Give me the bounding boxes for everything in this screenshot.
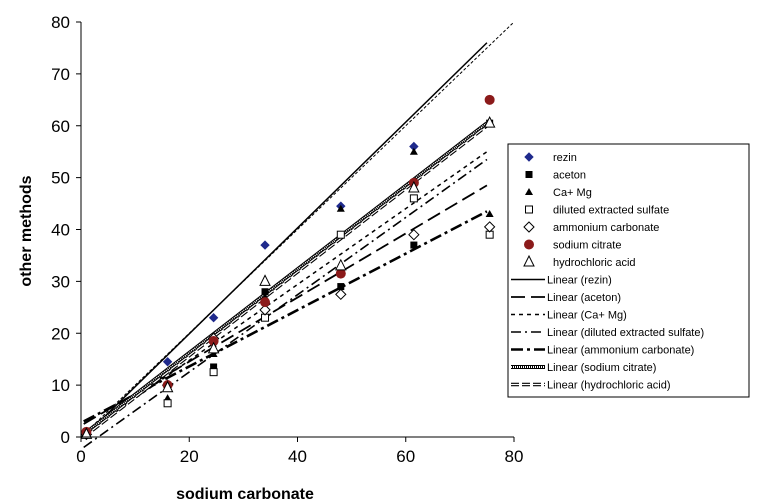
y-tick-label: 70	[51, 65, 70, 84]
point-hydrochloric-acid	[483, 116, 496, 128]
point-ammonium-carbonate	[483, 221, 496, 233]
legend-label-linear-rezin: Linear (rezin)	[547, 275, 612, 287]
legend-label-linear-hydrochloric-acid: Linear (hydrochloric acid)	[547, 380, 671, 392]
point-aceton	[337, 283, 345, 291]
legend-label-diluted-extracted-sulfate: diluted extracted sulfate	[553, 205, 669, 217]
point-hydrochloric-acid	[161, 380, 174, 393]
legend-label-linear-aceton: Linear (aceton)	[547, 292, 621, 304]
point-diluted-extracted-sulfate	[336, 230, 345, 239]
point-hydrochloric-acid	[207, 341, 220, 354]
y-tick-label: 80	[51, 13, 70, 32]
point-ammonium-carbonate	[408, 228, 420, 241]
x-tick-label: 20	[180, 447, 199, 466]
y-tick-label: 20	[51, 324, 70, 343]
point-aceton	[261, 288, 269, 296]
legend-label-linear-ammonium-carbonate: Linear (ammonium carbonate)	[547, 345, 694, 357]
y-tick-label: 40	[51, 221, 70, 240]
legend-label-rezin: rezin	[553, 152, 577, 164]
point-rezin	[162, 357, 173, 367]
trendline-linear-rezin	[83, 42, 488, 438]
legend-marker-ca-mg	[525, 188, 533, 195]
point-hydrochloric-acid	[80, 427, 93, 439]
legend-marker-diluted-extracted-sulfate	[525, 205, 533, 214]
point-ca-mg	[409, 147, 418, 155]
legend-label-aceton: aceton	[553, 170, 586, 182]
reference-line-layer	[80, 21, 515, 438]
point-ammonium-carbonate	[259, 304, 271, 316]
reference-line	[80, 21, 515, 438]
point-aceton	[210, 363, 218, 371]
tick-labels: 0 20 40 60 80 0 10 20 30 40 50 60 70 80	[51, 13, 523, 466]
point-rezin	[208, 312, 219, 323]
legend-label-ammonium-carbonate: ammonium carbonate	[553, 222, 659, 234]
legend-box	[507, 143, 750, 398]
y-tick-label: 10	[51, 376, 70, 395]
legend-marker-sodium-citrate	[524, 239, 534, 250]
trendline-linear-sodium-citrate-inner	[83, 122, 488, 436]
point-hydrochloric-acid	[334, 258, 347, 271]
y-tick-label: 60	[51, 117, 70, 136]
point-ca-mg	[209, 350, 218, 357]
point-hydrochloric-acid	[259, 274, 271, 286]
trendline-linear-hydrochloric-acid-inner	[83, 125, 488, 438]
trendline-linear-diluted-extracted-sulfate	[83, 158, 488, 449]
point-sodium-citrate	[260, 297, 271, 308]
point-diluted-extracted-sulfate	[209, 368, 218, 377]
legend-label-sodium-citrate: sodium citrate	[553, 240, 621, 252]
x-axis-title: sodium carbonate	[176, 486, 314, 503]
legend-label-ca-mg: Ca+ Mg	[553, 187, 592, 199]
axes	[76, 21, 515, 442]
point-ammonium-carbonate	[335, 288, 347, 301]
x-tick-label: 0	[76, 447, 85, 466]
legend-marker-hydrochloric-acid	[523, 254, 535, 267]
point-aceton	[410, 241, 418, 249]
point-hydrochloric-acid	[408, 180, 420, 193]
x-tick-label: 40	[288, 447, 307, 466]
point-ca-mg	[336, 204, 345, 212]
point-ca-mg	[485, 209, 494, 217]
point-rezin	[260, 240, 270, 250]
legend: rezin aceton Ca+ Mg diluted extracted sulfa…	[507, 143, 750, 398]
point-sodium-citrate	[484, 94, 495, 105]
y-tick-label: 30	[51, 272, 70, 291]
point-sodium-citrate	[208, 336, 219, 347]
x-tick-label: 60	[396, 447, 415, 466]
point-diluted-extracted-sulfate	[163, 399, 172, 408]
y-tick-label: 50	[51, 169, 70, 188]
trendline-layer	[82, 42, 489, 449]
x-tick-label: 80	[505, 447, 524, 466]
trendline-linear-aceton	[83, 184, 488, 425]
legend-label-linear-diluted-extracted-sulfate: Linear (diluted extracted sulfate)	[547, 327, 704, 339]
legend-marker-ammonium-carbonate	[523, 221, 535, 233]
point-sodium-citrate	[335, 268, 346, 279]
legend-marker-aceton	[525, 171, 533, 178]
legend-label-linear-sodium-citrate: Linear (sodium citrate)	[547, 362, 656, 374]
trendline-linear-ca-mg	[83, 151, 488, 436]
legend-label-linear-ca-mg: Linear (Ca+ Mg)	[547, 310, 627, 322]
legend-label-hydrochloric-acid: hydrochloric acid	[553, 257, 636, 269]
y-axis-title: other methods	[18, 175, 35, 286]
marker-layer	[80, 94, 496, 441]
legend-marker-rezin	[524, 152, 534, 162]
point-diluted-extracted-sulfate	[409, 194, 418, 203]
y-tick-label: 0	[61, 428, 70, 447]
